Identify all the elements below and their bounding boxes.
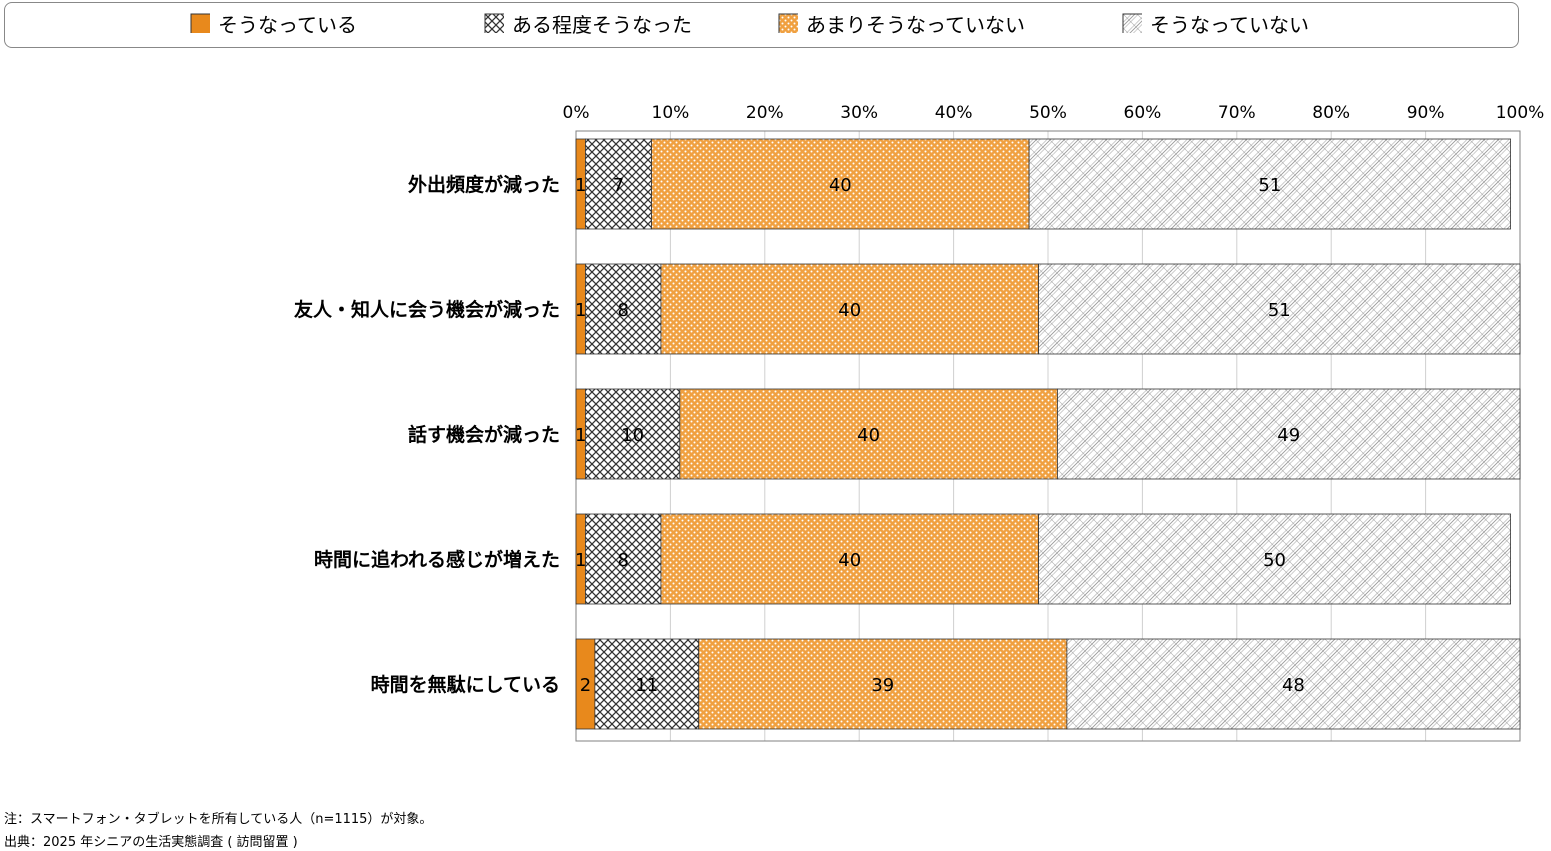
legend-swatch <box>484 13 504 33</box>
data-label: 8 <box>617 300 628 321</box>
data-label: 50 <box>1263 550 1286 571</box>
data-label: 40 <box>838 300 861 321</box>
bar-segment <box>651 138 1030 230</box>
x-tick-label: 40% <box>935 103 973 123</box>
data-label: 40 <box>838 550 861 571</box>
bar-segment <box>679 388 1058 480</box>
x-tick-label: 50% <box>1029 103 1067 123</box>
legend-label: ある程度そうなった <box>512 12 692 37</box>
x-tick-label: 80% <box>1312 103 1350 123</box>
legend-label: あまりそうなっていない <box>806 12 1025 37</box>
legend-item: ある程度そうなった <box>484 11 692 37</box>
category-label: 時間に追われる感じが増えた <box>314 548 560 571</box>
x-tick-label: 0% <box>563 103 590 123</box>
category-label: 話す機会が減った <box>408 423 560 446</box>
data-label: 1 <box>575 175 586 196</box>
data-label: 51 <box>1268 300 1291 321</box>
bar-segment <box>594 638 700 730</box>
bar-segment <box>585 138 652 230</box>
source-text: 出典：2025 年シニアの生活実態調査 ( 訪問留置 ) <box>4 835 298 850</box>
category-label: 友人・知人に会う機会が減った <box>294 298 560 321</box>
legend-item: そうなっている <box>190 11 357 37</box>
x-tick-label: 70% <box>1218 103 1256 123</box>
legend-swatch <box>190 13 210 33</box>
data-label: 40 <box>829 175 852 196</box>
bar-segment <box>698 638 1068 730</box>
x-tick-label: 20% <box>746 103 784 123</box>
legend-item: あまりそうなっていない <box>778 11 1025 37</box>
x-tick-label: 30% <box>840 103 878 123</box>
data-label: 7 <box>613 175 624 196</box>
legend-swatch <box>778 13 798 33</box>
data-label: 1 <box>575 550 586 571</box>
data-label: 2 <box>580 675 591 696</box>
data-label: 39 <box>871 675 894 696</box>
data-label: 8 <box>617 550 628 571</box>
bar-segment <box>1038 263 1521 355</box>
x-tick-label: 10% <box>652 103 690 123</box>
bar-segment <box>1038 513 1511 605</box>
data-label: 1 <box>575 300 586 321</box>
x-tick-label: 60% <box>1124 103 1162 123</box>
data-label: 10 <box>621 425 644 446</box>
category-label: 時間を無駄にしている <box>371 673 560 696</box>
legend-swatch <box>1122 13 1142 33</box>
legend-label: そうなっている <box>218 12 357 37</box>
data-label: 48 <box>1282 675 1305 696</box>
bar-segment <box>585 388 681 480</box>
legend-label: そうなっていない <box>1150 12 1309 37</box>
data-label: 51 <box>1258 175 1281 196</box>
bar-segment <box>1066 638 1521 730</box>
bar-segment <box>1057 388 1521 480</box>
data-label: 11 <box>635 675 658 696</box>
legend-item: そうなっていない <box>1122 11 1309 37</box>
data-label: 49 <box>1277 425 1300 446</box>
data-label: 1 <box>575 425 586 446</box>
bar-segment <box>1028 138 1511 230</box>
note-text: 注：スマートフォン・タブレットを所有している人（n=1115）が対象。 <box>4 812 433 827</box>
x-tick-label: 90% <box>1407 103 1445 123</box>
x-tick-label: 100% <box>1496 103 1545 123</box>
category-label: 外出頻度が減った <box>408 173 560 196</box>
bar-segment <box>585 263 662 355</box>
data-label: 40 <box>857 425 880 446</box>
legend <box>4 2 1519 48</box>
bar-segment <box>585 513 662 605</box>
